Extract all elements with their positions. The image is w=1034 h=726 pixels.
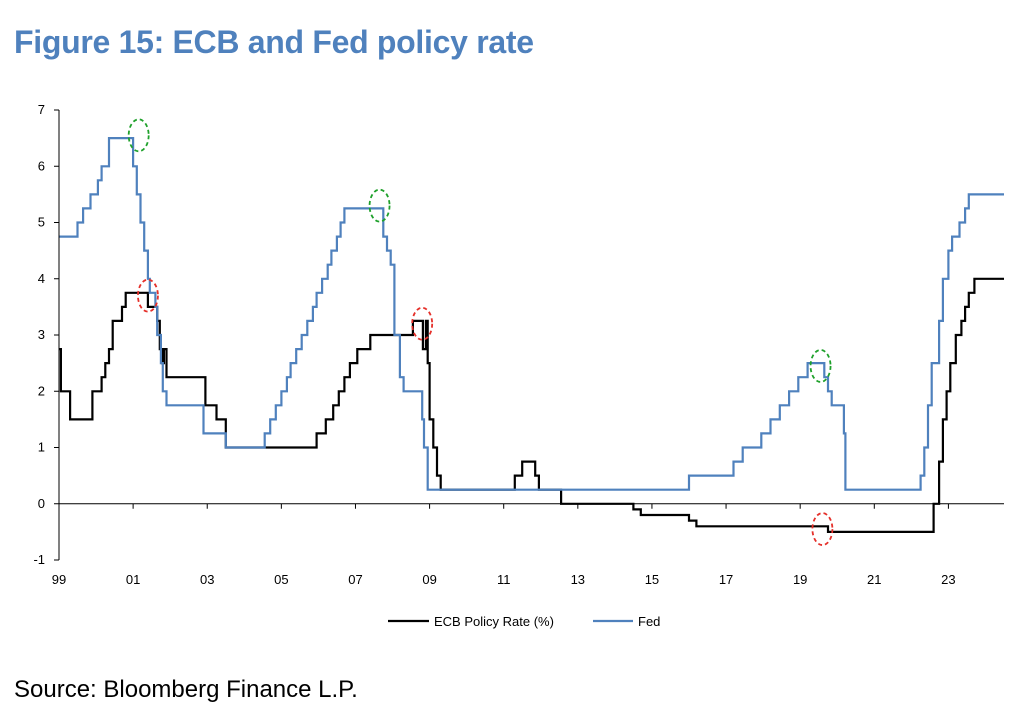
y-tick-label: 1 [38,440,45,455]
x-tick-label: 09 [422,572,436,587]
y-tick-label: 5 [38,215,45,230]
annotation-circle-green [127,118,150,153]
x-tick-label: 15 [645,572,659,587]
x-tick-label: 07 [348,572,362,587]
figure-title: Figure 15: ECB and Fed policy rate [14,24,534,60]
x-tick-label: 21 [867,572,881,587]
x-tick-label: 13 [571,572,585,587]
x-tick-label: 05 [274,572,288,587]
x-tick-label: 99 [52,572,66,587]
y-tick-label: 0 [38,496,45,511]
annotation-circle-red [411,306,434,341]
annotations [127,118,834,546]
annotation-circle-green [368,188,391,223]
plot-lines [59,137,1004,533]
legend: ECB Policy Rate (%) Fed [388,614,660,629]
y-tick-label: 6 [38,158,45,173]
y-tick-label: 7 [38,102,45,117]
y-tick-label: 4 [38,271,45,286]
x-tick-label: 23 [941,572,955,587]
legend-label: Fed [638,614,660,629]
y-tick-label: 3 [38,327,45,342]
x-tick-label: 11 [497,572,511,587]
y-tick-label: -1 [33,552,45,567]
annotation-circle-red [811,512,834,546]
x-tick-label: 03 [200,572,214,587]
series-line-ecb-policy-rate [59,277,1004,533]
annotation-circle-red [137,278,159,313]
source-note: Source: Bloomberg Finance L.P. [14,676,358,703]
annotation-circle-green [809,349,832,383]
legend-label: ECB Policy Rate (%) [434,614,554,629]
x-tick-label: 19 [793,572,807,587]
x-tick-label: 01 [126,572,140,587]
series-line-fed [59,137,1004,491]
y-tick-label: 2 [38,383,45,398]
x-tick-label: 17 [719,572,733,587]
